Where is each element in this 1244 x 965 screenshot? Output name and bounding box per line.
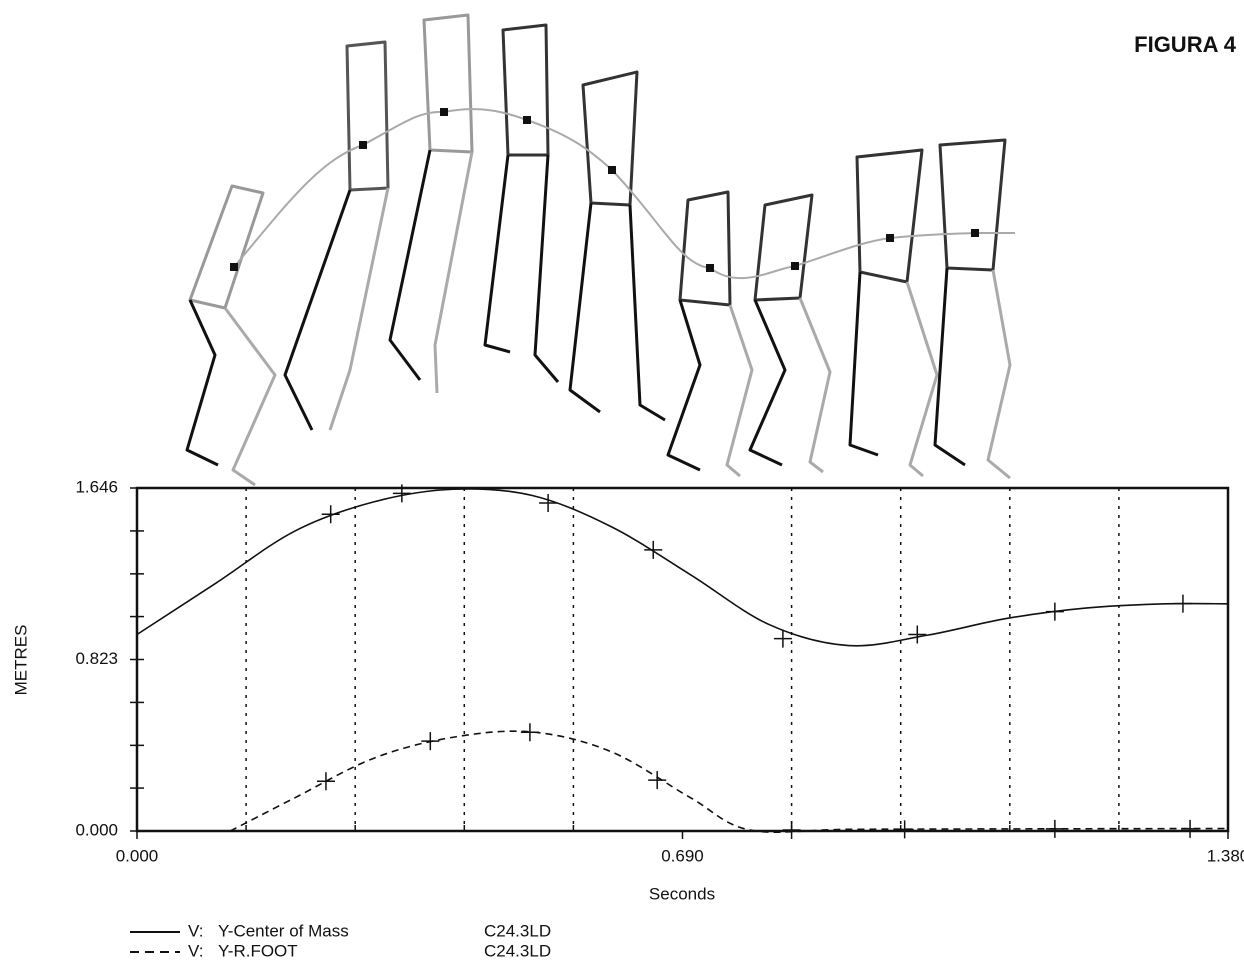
figure-leg: [850, 272, 878, 455]
point-marker: [421, 732, 439, 750]
figure-trunk: [347, 42, 388, 190]
y-tick-label: 0.000: [75, 820, 118, 839]
point-marker: [539, 494, 557, 512]
figure-leg: [630, 205, 665, 420]
com-squares: [230, 108, 979, 272]
figure-leg: [988, 270, 1010, 478]
x-tick-label: 0.000: [116, 846, 159, 865]
figure-leg: [907, 282, 937, 476]
figure-leg: [435, 152, 472, 393]
figure-leg: [727, 305, 752, 476]
point-marker: [322, 505, 340, 523]
figure-leg: [570, 203, 600, 412]
figure-trunk: [583, 72, 637, 205]
x-tick-label: 1.380: [1207, 846, 1244, 865]
series-line: [137, 489, 1228, 646]
legend-prefix: V:: [188, 941, 203, 960]
stick-figures: [187, 15, 1015, 485]
point-marker: [1174, 595, 1192, 613]
figure-leg: [485, 155, 510, 352]
figure-trunk: [857, 150, 922, 282]
figure-leg: [535, 155, 558, 382]
figure-trunk: [940, 140, 1005, 270]
series-line: [230, 731, 1228, 832]
point-marker: [1046, 603, 1064, 621]
figure-leg: [285, 190, 350, 430]
y-axis-label: METRES: [11, 625, 30, 696]
y-tick-label: 0.823: [75, 649, 118, 668]
figure-leg: [750, 300, 785, 465]
figure-leg: [800, 298, 830, 472]
x-tick-label: 0.690: [661, 846, 704, 865]
point-marker: [521, 723, 539, 741]
x-axis-label: Seconds: [649, 884, 715, 903]
point-marker: [908, 625, 926, 643]
point-marker: [1181, 820, 1199, 838]
point-marker: [644, 541, 662, 559]
legend-source: C24.3LD: [484, 921, 551, 940]
figure-leg: [935, 268, 965, 465]
legend-label: Y-Center of Mass: [218, 921, 349, 940]
y-tick-label: 1.646: [75, 477, 118, 496]
figure-leg: [390, 150, 430, 380]
point-marker: [1046, 820, 1064, 838]
legend-source: C24.3LD: [484, 941, 551, 960]
figure-leg: [225, 308, 275, 485]
point-marker: [896, 820, 914, 838]
figure-trunk: [755, 195, 812, 300]
legend-prefix: V:: [188, 921, 203, 940]
figure-trunk: [424, 15, 472, 152]
figure-leg: [187, 300, 218, 465]
chart: FIGURA 4 Seconds METRES 0.000 0.823 1.646 0…: [0, 0, 1244, 965]
plot-frame: [137, 488, 1228, 831]
figure-trunk: [503, 25, 548, 155]
figure-leg: [668, 300, 700, 470]
legend-label: Y-R.FOOT: [218, 941, 298, 960]
figure-trunk: [190, 186, 263, 308]
com-trace: [234, 109, 1015, 278]
figure-trunk: [680, 192, 730, 305]
chart-title: FIGURA 4: [1134, 32, 1237, 57]
point-marker: [317, 772, 335, 790]
point-marker: [783, 821, 801, 839]
